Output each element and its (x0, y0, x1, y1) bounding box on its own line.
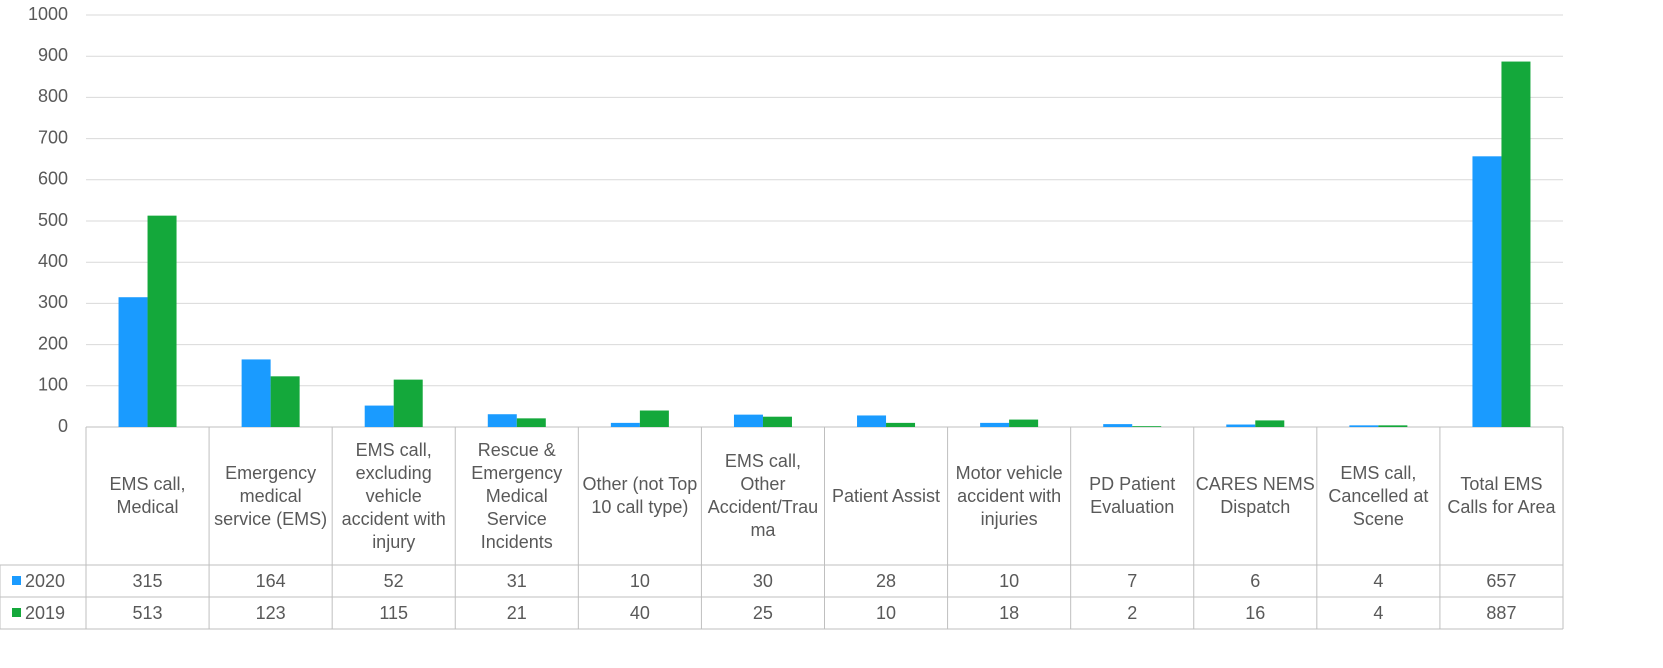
bar (487, 414, 517, 427)
table-value: 10 (629, 570, 650, 591)
bar (1255, 420, 1285, 427)
table-value: 4 (1373, 570, 1384, 591)
bar (1103, 424, 1133, 427)
bar (762, 416, 792, 427)
bar (610, 422, 640, 427)
bar (118, 297, 148, 427)
category-label: Rescue & Emergency Medical Service Incid… (471, 439, 563, 552)
bar (270, 376, 300, 427)
bar (886, 422, 916, 427)
bar (1501, 61, 1531, 427)
y-tick-label: 0 (58, 416, 68, 436)
table-value: 887 (1486, 602, 1517, 623)
table-value: 10 (876, 602, 897, 623)
table-value: 123 (255, 602, 286, 623)
table-value: 10 (999, 570, 1020, 591)
legend-swatch (12, 576, 21, 585)
y-tick-label: 800 (38, 86, 68, 106)
category-label: EMS call, Other Accident/Trauma (707, 451, 819, 540)
table-value: 657 (1486, 570, 1517, 591)
category-label: Total EMS Calls for Area (1447, 474, 1556, 517)
y-tick-label: 600 (38, 169, 68, 189)
bar (1378, 425, 1408, 427)
bar (733, 414, 763, 427)
table-value: 30 (752, 570, 773, 591)
y-tick-label: 100 (38, 375, 68, 395)
category-label: EMS call, Medical (109, 474, 186, 517)
legend-label: 2020 (25, 571, 65, 591)
table-value: 40 (629, 602, 650, 623)
legend-swatch (12, 608, 21, 617)
bar (241, 359, 271, 427)
category-label: Emergency medical service (EMS) (214, 462, 328, 529)
y-tick-label: 500 (38, 210, 68, 230)
bar (516, 418, 546, 427)
y-tick-label: 400 (38, 251, 68, 271)
table-value: 2 (1127, 602, 1138, 623)
bar (639, 410, 669, 427)
bar (857, 415, 887, 427)
table-value: 7 (1127, 570, 1138, 591)
category-label: Motor vehicle accident with injuries (955, 462, 1063, 529)
table-value: 315 (132, 570, 163, 591)
table-value: 28 (876, 570, 897, 591)
y-tick-label: 300 (38, 292, 68, 312)
table-value: 21 (506, 602, 527, 623)
table-value: 164 (255, 570, 286, 591)
bar (364, 405, 394, 427)
y-tick-label: 1000 (28, 4, 68, 24)
bar (1472, 156, 1502, 428)
category-label: CARES NEMS Dispatch (1195, 474, 1315, 517)
table-value: 513 (132, 602, 163, 623)
table-value: 115 (379, 602, 409, 623)
bar (1009, 419, 1039, 427)
table-value: 4 (1373, 602, 1384, 623)
bar (1132, 426, 1162, 427)
bar (147, 215, 177, 427)
category-label: Other (not Top 10 call type) (582, 474, 698, 517)
bar (980, 422, 1010, 427)
bar (1226, 424, 1256, 427)
bar (1349, 425, 1379, 427)
category-label: PD Patient Evaluation (1089, 474, 1176, 517)
y-tick-label: 700 (38, 127, 68, 147)
table-value: 31 (506, 570, 527, 591)
bar (393, 379, 423, 427)
category-label: EMS call, Cancelled at Scene (1328, 462, 1429, 529)
table-value: 52 (383, 570, 404, 591)
category-label: Patient Assist (832, 485, 941, 506)
table-value: 6 (1250, 570, 1261, 591)
y-tick-label: 900 (38, 45, 68, 65)
category-label: EMS call, excluding vehicle accident wit… (341, 439, 446, 552)
table-value: 18 (999, 602, 1020, 623)
table-value: 25 (752, 602, 773, 623)
y-tick-label: 200 (38, 333, 68, 353)
table-value: 16 (1245, 602, 1266, 623)
legend-label: 2019 (25, 603, 65, 623)
